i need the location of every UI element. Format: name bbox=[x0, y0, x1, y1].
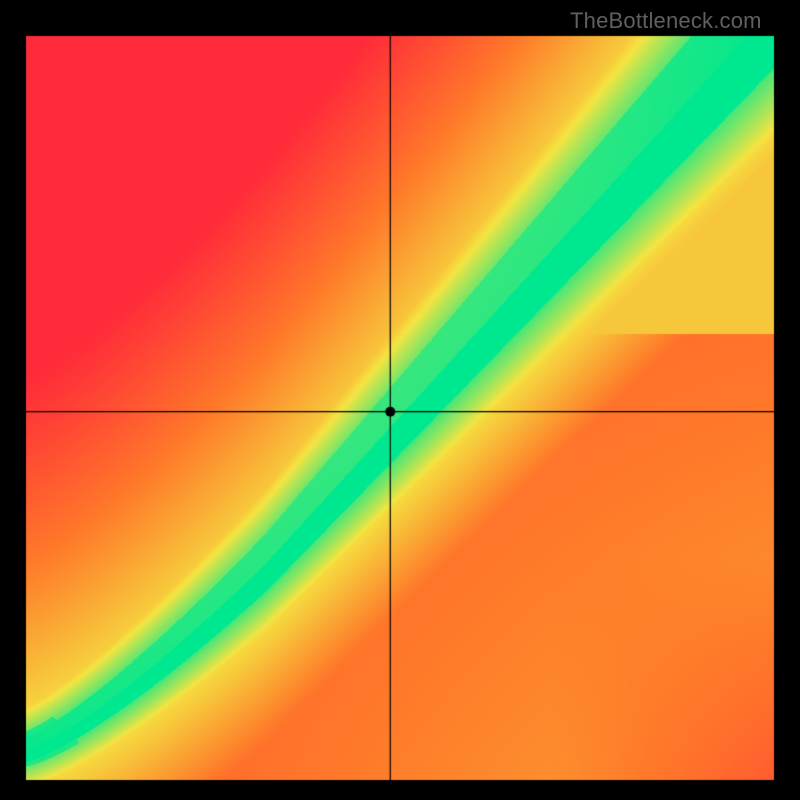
bottleneck-heatmap-canvas bbox=[0, 0, 800, 800]
chart-container: TheBottleneck.com bbox=[0, 0, 800, 800]
watermark-text: TheBottleneck.com bbox=[570, 8, 762, 34]
